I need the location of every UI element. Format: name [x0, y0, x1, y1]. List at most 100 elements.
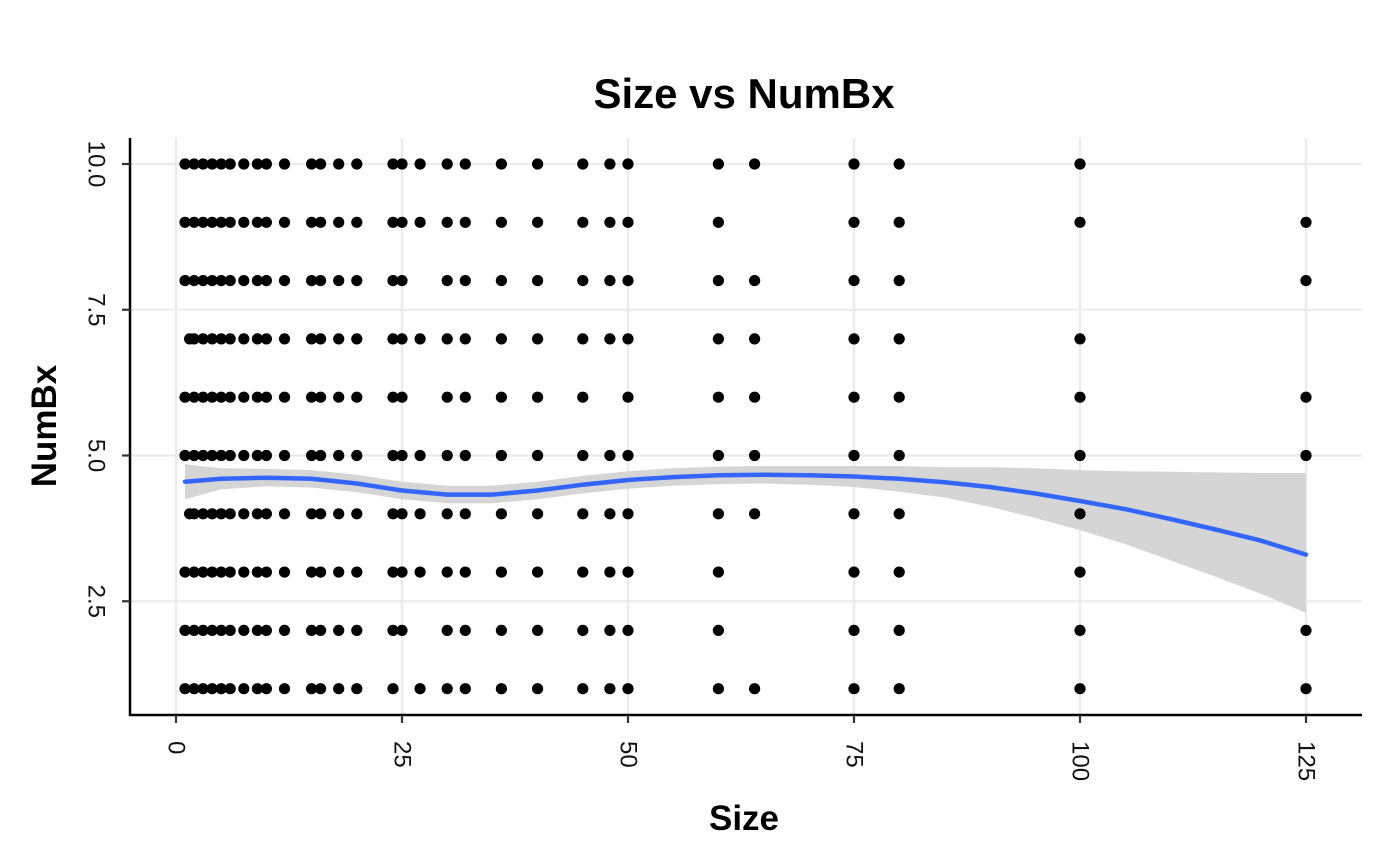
y-axis-title: NumBx — [25, 364, 64, 487]
data-point — [260, 508, 272, 520]
data-point — [495, 449, 507, 462]
data-point — [351, 391, 363, 403]
data-point — [351, 333, 363, 345]
x-axis-title: Size — [709, 799, 779, 838]
data-point — [260, 449, 272, 462]
data-point — [333, 333, 345, 345]
data-point — [206, 333, 218, 345]
data-point — [414, 683, 426, 695]
data-point — [577, 624, 589, 637]
data-point — [441, 624, 453, 637]
data-point — [206, 683, 218, 695]
data-point — [495, 216, 507, 228]
data-point — [459, 216, 471, 228]
data-point — [532, 333, 544, 345]
data-point — [224, 449, 236, 462]
data-point — [893, 216, 905, 228]
data-point — [306, 624, 318, 637]
data-point — [893, 508, 905, 520]
data-point — [224, 216, 236, 228]
data-point — [224, 683, 236, 695]
data-point — [188, 449, 200, 462]
data-point — [197, 216, 209, 228]
data-points — [179, 158, 1312, 695]
y-tick-label: 2.5 — [83, 585, 110, 618]
data-point — [848, 333, 860, 345]
data-point — [1300, 449, 1312, 462]
data-point — [215, 275, 227, 287]
data-point — [179, 566, 191, 578]
data-point — [604, 333, 616, 345]
data-point — [441, 333, 453, 345]
data-point — [179, 683, 191, 695]
data-point — [577, 566, 589, 578]
data-point — [893, 683, 905, 695]
data-point — [577, 449, 589, 462]
data-point — [387, 391, 399, 403]
data-point — [251, 624, 263, 637]
data-point — [188, 333, 200, 345]
data-point — [197, 275, 209, 287]
confidence-band — [185, 464, 1306, 613]
data-point — [278, 216, 291, 228]
data-point — [251, 683, 263, 695]
data-point — [251, 449, 263, 462]
data-point — [848, 449, 860, 462]
data-point — [396, 391, 408, 403]
data-point — [495, 624, 507, 637]
data-point — [622, 158, 634, 170]
data-point — [315, 216, 327, 228]
data-point — [333, 216, 345, 228]
data-point — [495, 275, 507, 287]
data-point — [387, 449, 399, 462]
data-point — [532, 566, 544, 578]
grid-lines — [130, 138, 1362, 715]
data-point — [848, 508, 860, 520]
data-point — [712, 624, 725, 637]
data-point — [188, 624, 200, 637]
data-point — [278, 449, 291, 462]
data-point — [604, 449, 616, 462]
data-point — [351, 508, 363, 520]
data-point — [179, 275, 191, 287]
data-point — [278, 624, 291, 637]
data-point — [206, 275, 218, 287]
data-point — [238, 566, 250, 578]
data-point — [893, 449, 905, 462]
data-point — [188, 566, 200, 578]
data-point — [604, 216, 616, 228]
data-point — [441, 216, 453, 228]
axes: 0 25 50 75 100 125 2.5 5.0 7.5 10.0 — [83, 138, 1362, 781]
data-point — [1074, 566, 1086, 578]
data-point — [315, 624, 327, 637]
data-point — [848, 275, 860, 287]
data-point — [278, 158, 291, 170]
data-point — [459, 683, 471, 695]
data-point — [1300, 216, 1312, 228]
data-point — [749, 275, 761, 287]
data-point — [893, 566, 905, 578]
data-point — [387, 624, 399, 637]
smooth-line — [182, 472, 1309, 557]
data-point — [260, 158, 272, 170]
data-point — [848, 624, 860, 637]
data-point — [532, 275, 544, 287]
data-point — [577, 216, 589, 228]
data-point — [188, 275, 200, 287]
data-point — [577, 158, 589, 170]
data-point — [749, 683, 761, 695]
data-point — [749, 508, 761, 520]
data-point — [333, 275, 345, 287]
data-point — [387, 508, 399, 520]
data-point — [622, 275, 634, 287]
data-point — [260, 333, 272, 345]
data-point — [315, 508, 327, 520]
data-point — [238, 333, 250, 345]
data-point — [495, 391, 507, 403]
data-point — [197, 391, 209, 403]
data-point — [712, 333, 725, 345]
y-tick-label: 7.5 — [83, 293, 110, 326]
chart-title: Size vs NumBx — [593, 70, 895, 117]
data-point — [306, 275, 318, 287]
